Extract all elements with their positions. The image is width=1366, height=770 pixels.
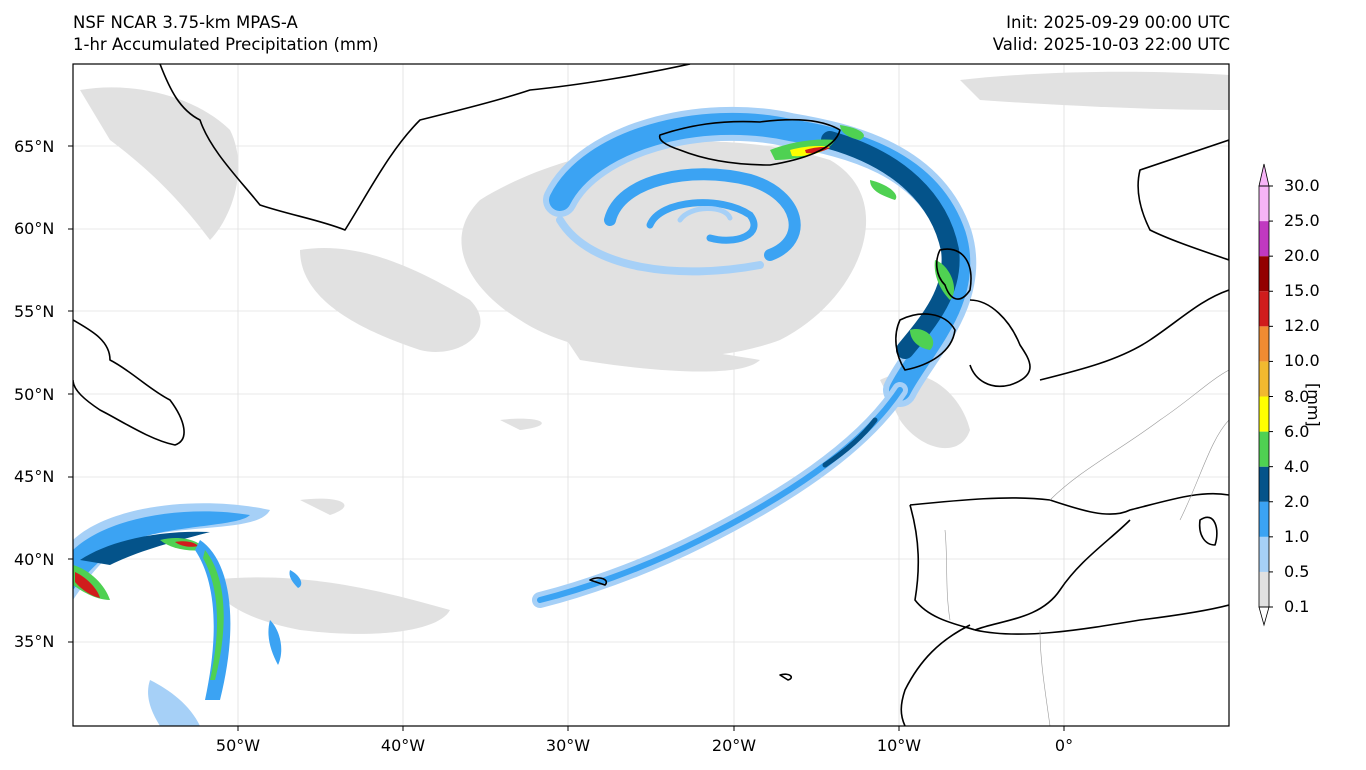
sardinia-coast xyxy=(1198,516,1218,546)
colorbar-level-label: 25.0 xyxy=(1284,211,1320,231)
colorbar-swatch xyxy=(1259,466,1269,502)
continent-coast xyxy=(1039,289,1229,381)
colorbar-level-label: 30.0 xyxy=(1284,176,1320,195)
model-title: NSF NCAR 3.75-km MPAS-A xyxy=(73,13,298,32)
cyclone-bands xyxy=(532,106,977,608)
colorbar-level-label: 0.1 xyxy=(1284,597,1310,616)
lat-label: 65°N xyxy=(14,137,55,156)
lat-label: 40°N xyxy=(14,550,55,569)
greenland-coast xyxy=(159,64,691,231)
coastlines xyxy=(73,64,1229,726)
newfoundland-coast xyxy=(73,319,185,446)
borders xyxy=(944,369,1229,726)
lon-label: 50°W xyxy=(215,736,261,755)
lon-label: 0° xyxy=(1054,736,1074,755)
colorbar-unit: [mm] xyxy=(1304,383,1323,427)
lat-label: 60°N xyxy=(14,219,55,238)
colorbar-level-label: 4.0 xyxy=(1284,456,1310,476)
axis-ticks xyxy=(68,145,1065,731)
colorbar-level-label: 8.0 xyxy=(1284,386,1310,406)
colorbar-swatch xyxy=(1259,501,1269,537)
iceland-coast xyxy=(658,118,841,166)
colorbar-swatch xyxy=(1259,396,1269,432)
lat-label: 45°N xyxy=(14,467,55,486)
colorbar-level-label: 1.0 xyxy=(1284,526,1310,546)
colorbar-max-arrow xyxy=(1258,163,1270,187)
colorbar-min-arrow xyxy=(1258,606,1270,627)
norway-coast xyxy=(1137,139,1229,261)
scotland-coast xyxy=(935,248,972,300)
colorbar-swatch xyxy=(1259,291,1269,327)
lon-label: 30°W xyxy=(545,736,591,755)
colorbar-level-label: 6.0 xyxy=(1284,421,1310,441)
colorbar-swatch xyxy=(1259,431,1269,467)
colorbar-swatch xyxy=(1259,256,1269,292)
colorbar-swatch xyxy=(1259,221,1269,257)
spain-med-coast xyxy=(974,519,1131,631)
lat-label: 55°N xyxy=(14,302,55,321)
lon-label: 40°W xyxy=(380,736,426,755)
lat-label: 35°N xyxy=(14,632,55,651)
colorbar-level-label: 2.0 xyxy=(1284,491,1310,511)
colorbar-level-label: 15.0 xyxy=(1284,281,1320,301)
colorbar-level-label: 20.0 xyxy=(1284,246,1320,266)
title-right: Init: 2025-09-29 00:00 UTC Valid: 2025-1… xyxy=(993,12,1230,56)
portugal-coast xyxy=(909,504,976,631)
southwest-storm xyxy=(73,503,302,726)
morocco-coast xyxy=(900,624,971,726)
colorbar-swatch xyxy=(1259,326,1269,362)
colorbar-swatch xyxy=(1259,361,1269,397)
map-frame xyxy=(72,63,1230,727)
lon-label: 10°W xyxy=(876,736,922,755)
colorbar-swatch xyxy=(1259,536,1269,572)
britain-coast xyxy=(969,299,1031,387)
ireland-coast xyxy=(895,313,956,371)
north-africa-coast xyxy=(974,604,1229,635)
colorbar-swatch xyxy=(1259,186,1269,222)
colorbar-level-label: 12.0 xyxy=(1284,316,1320,336)
title-left: NSF NCAR 3.75-km MPAS-A 1-hr Accumulated… xyxy=(73,12,379,56)
init-time: Init: 2025-09-29 00:00 UTC xyxy=(1006,13,1230,32)
colorbar-level-label: 0.5 xyxy=(1284,561,1310,581)
colorbar-level-label: 10.0 xyxy=(1284,351,1320,371)
valid-time: Valid: 2025-10-03 22:00 UTC xyxy=(992,35,1230,54)
heavy-precip xyxy=(770,125,955,350)
map-area xyxy=(73,64,1229,726)
field-title: 1-hr Accumulated Precipitation (mm) xyxy=(73,35,379,54)
colorbar-swatch xyxy=(1259,571,1269,607)
colorbar xyxy=(1258,163,1273,627)
lat-label: 50°N xyxy=(14,385,55,404)
lon-label: 20°W xyxy=(711,736,757,755)
iberia-north-coast xyxy=(909,492,1229,515)
